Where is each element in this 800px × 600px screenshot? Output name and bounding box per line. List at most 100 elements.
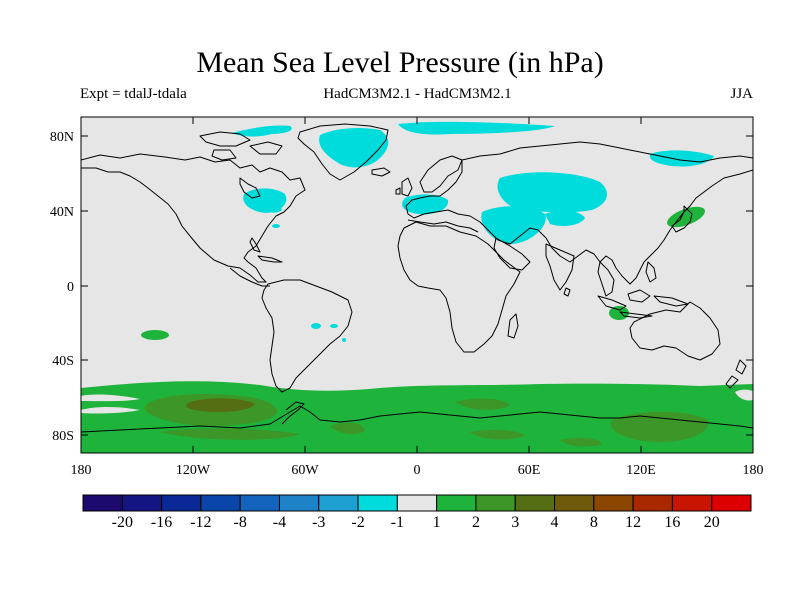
colorbar-label: -8	[234, 514, 247, 531]
coast-antarctica	[81, 405, 753, 433]
colorbar-swatch	[671, 494, 713, 512]
coast-central-am	[229, 267, 270, 287]
colorbar-label: 4	[551, 514, 559, 531]
coast-british-isles	[395, 177, 413, 197]
latitude-labels: 80N 40N 0 40S 80S	[50, 130, 74, 444]
pos-patch-south-pacific	[141, 330, 169, 340]
coast-scandinavia	[419, 155, 463, 193]
neg-patch-sa-small-1	[311, 323, 321, 329]
colorbar-label: -3	[312, 514, 325, 531]
colorbar-swatch	[436, 494, 477, 512]
colorbar-swatch	[711, 494, 752, 512]
neg-patch-east-canada	[258, 203, 282, 213]
colorbar-swatch	[161, 494, 202, 512]
colorbar-label: 8	[590, 514, 598, 531]
colorbar-swatch	[396, 494, 438, 512]
neg-patch-central-asia	[545, 210, 585, 226]
experiment-label: Expt = tdalJ-tdala	[80, 86, 187, 102]
colorbar-swatch	[357, 494, 398, 512]
colorbar-swatch	[632, 494, 673, 512]
lon-label: 180	[71, 463, 92, 478]
lat-label: 80N	[50, 130, 74, 145]
band-gap-3	[735, 389, 753, 401]
coast-hudson	[239, 177, 261, 199]
neg-patch-sa-small-2	[330, 324, 338, 328]
colorbar-swatch	[593, 494, 634, 512]
neg-patch-siberia-east	[649, 150, 714, 167]
lat-label: 40S	[52, 354, 74, 369]
season-label: JJA	[730, 86, 753, 102]
lat-label: 0	[67, 280, 74, 295]
neg-patch-ne-coast	[272, 224, 280, 228]
colorbar-label: 20	[704, 514, 720, 531]
neg-patch-middle-east	[481, 206, 546, 244]
model-label: HadCM3M2.1 - HadCM3M2.1	[323, 86, 512, 102]
coast-madagascar	[507, 313, 519, 339]
band-3hpa-se	[560, 437, 602, 447]
coast-sri-lanka	[563, 287, 571, 297]
colorbar-swatch	[278, 494, 320, 512]
coastlines	[81, 123, 753, 433]
lon-label: 60W	[291, 463, 319, 478]
lat-label: 40N	[50, 205, 74, 220]
colorbar-label: 16	[664, 514, 680, 531]
coast-arabia	[493, 237, 531, 271]
neg-patch-arctic-canada	[232, 125, 292, 137]
coast-greenland	[297, 123, 389, 181]
colorbar-label: -2	[351, 514, 364, 531]
coast-eurasia	[405, 141, 753, 285]
colorbar-swatch	[514, 494, 556, 512]
neg-patch-arctic-north	[398, 121, 555, 135]
colorbar-swatch	[200, 494, 241, 512]
colorbar-swatch	[554, 494, 595, 512]
lon-label: 0	[414, 463, 421, 478]
colorbar-label: 2	[472, 514, 480, 531]
band-gap-2	[81, 407, 140, 414]
band-3hpa-sa	[330, 422, 365, 435]
colorbar-label: 1	[433, 514, 441, 531]
coast-mediterranean	[407, 219, 479, 233]
coast-north-america	[81, 153, 306, 283]
coast-se-asia	[597, 261, 615, 297]
colorbar-label: -20	[112, 514, 133, 531]
axis-ticks	[81, 117, 753, 453]
coast-cuba	[257, 255, 283, 263]
colorbar-swatch	[121, 494, 163, 512]
coast-antarctic-peninsula	[281, 401, 305, 425]
colorbar-swatch	[239, 494, 280, 512]
lon-label: 120W	[176, 463, 211, 478]
colorbar-label: -16	[151, 514, 172, 531]
colorbar-label: -1	[391, 514, 404, 531]
lon-label: 120E	[626, 463, 656, 478]
coast-iceland	[371, 167, 391, 177]
neg-patch-eurasia	[497, 172, 607, 213]
colorbar-label: 3	[511, 514, 519, 531]
pressure-field	[81, 121, 753, 453]
coast-south-america	[261, 279, 353, 393]
map-title: Mean Sea Level Pressure (in hPa)	[196, 46, 604, 79]
coast-australia	[629, 301, 721, 361]
coast-japan	[671, 205, 693, 233]
coast-india	[545, 243, 575, 291]
colorbar: -20 -16 -12 -8 -4 -3 -2 -1 1 2 3 4 8 12 16 20	[82, 494, 752, 531]
coast-indonesia	[597, 289, 689, 319]
coast-philippines	[645, 261, 657, 283]
neg-patch-sa-small-3	[342, 338, 346, 342]
band-3hpa-ind	[470, 429, 525, 440]
map-panel	[80, 116, 754, 454]
band-gap-1	[81, 394, 140, 402]
coast-new-zealand	[725, 359, 747, 389]
lon-label: 60E	[518, 463, 541, 478]
band-3hpa-atl	[455, 398, 510, 410]
colorbar-swatch	[318, 494, 359, 512]
lat-label: 80S	[52, 429, 74, 444]
colorbar-swatch	[475, 494, 516, 512]
band-3hpa-east	[610, 411, 709, 442]
colorbar-label: 12	[625, 514, 641, 531]
band-3hpa-south	[160, 428, 300, 440]
colorbar-label: -12	[190, 514, 211, 531]
colorbar-label: -4	[273, 514, 286, 531]
band-4hpa-core	[186, 398, 255, 412]
coast-arctic-islands	[199, 131, 283, 161]
